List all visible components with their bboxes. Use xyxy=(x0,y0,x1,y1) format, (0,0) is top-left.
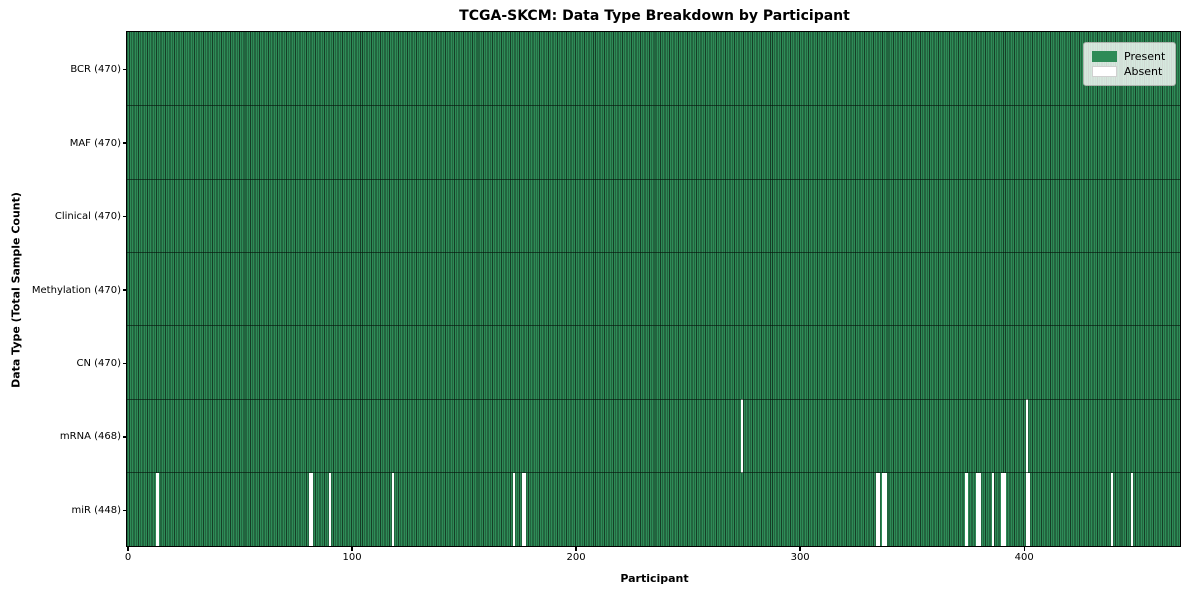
y-tick-label-CN: CN (470) xyxy=(76,357,121,369)
heatmap-row-miR xyxy=(127,472,1181,547)
absent-stripe xyxy=(310,472,314,547)
x-tick-mark xyxy=(575,547,577,551)
absent-stripe xyxy=(877,472,881,547)
absent-stripe xyxy=(992,472,995,547)
absent-stripe xyxy=(328,472,332,547)
x-tick-mark xyxy=(799,547,801,551)
row-separator xyxy=(127,325,1181,327)
x-tick-mark xyxy=(351,547,353,551)
y-tick-mark xyxy=(123,436,127,438)
y-tick-mark xyxy=(123,289,127,291)
y-tick-mark xyxy=(123,509,127,511)
heatmap-row-MAF xyxy=(127,105,1181,180)
heatmap-row-BCR xyxy=(127,32,1181,106)
x-tick-mark xyxy=(1023,547,1025,551)
y-tick-label-mRNA: mRNA (468) xyxy=(59,431,121,443)
y-tick-mark xyxy=(123,362,127,365)
legend: Present Absent xyxy=(1083,42,1176,86)
absent-stripe xyxy=(521,472,524,547)
absent-stripe xyxy=(391,472,394,547)
x-tick-label-200: 200 xyxy=(566,552,586,563)
heatmap-row-Clinical xyxy=(127,179,1181,253)
x-tick-mark xyxy=(127,547,129,551)
legend-label-present: Present xyxy=(1124,50,1166,63)
absent-stripe xyxy=(1025,472,1028,547)
y-tick-label-Methylation: Methylation (470) xyxy=(31,284,121,296)
x-tick-label-400: 400 xyxy=(1014,552,1034,563)
absent-stripe xyxy=(884,472,887,547)
absent-stripe xyxy=(1110,472,1114,547)
row-separator xyxy=(127,251,1181,253)
y-tick-mark xyxy=(123,69,127,71)
y-tick-label-Clinical: Clinical (470) xyxy=(54,211,121,223)
y-tick-label-MAF: MAF (470) xyxy=(69,137,121,149)
x-tick-label-0: 0 xyxy=(124,552,132,563)
legend-swatch-absent-icon xyxy=(1092,66,1117,77)
y-tick-mark xyxy=(123,215,127,218)
chart-title: TCGA-SKCM: Data Type Breakdown by Partic… xyxy=(459,8,850,24)
row-separator xyxy=(127,178,1181,180)
absent-stripe xyxy=(308,472,312,547)
absent-stripe xyxy=(1003,472,1006,547)
legend-item-absent: Absent xyxy=(1092,64,1167,79)
y-tick-label-BCR: BCR (470) xyxy=(70,64,121,76)
heatmap-row-CN xyxy=(127,325,1181,400)
legend-item-present: Present xyxy=(1092,49,1167,64)
absent-stripe xyxy=(976,472,979,547)
absent-stripe xyxy=(523,472,527,547)
absent-stripe xyxy=(882,472,885,547)
row-separator xyxy=(127,398,1181,400)
absent-stripe xyxy=(965,472,968,547)
heatmap-row-Methylation xyxy=(127,252,1181,326)
heatmap-row-mRNA xyxy=(127,399,1181,473)
absent-stripe xyxy=(1025,399,1028,473)
absent-stripe xyxy=(1000,472,1004,547)
legend-label-absent: Absent xyxy=(1124,65,1163,78)
y-tick-label-miR: miR (448) xyxy=(71,504,121,516)
row-separator xyxy=(127,472,1181,474)
absent-stripe xyxy=(741,399,744,473)
x-axis-label: Participant xyxy=(620,572,689,585)
absent-stripe xyxy=(1027,472,1031,547)
absent-stripe xyxy=(156,472,159,547)
x-tick-label-300: 300 xyxy=(790,552,810,563)
y-tick-mark xyxy=(123,142,127,144)
absent-stripe xyxy=(512,472,515,547)
legend-swatch-present-icon xyxy=(1092,51,1117,62)
absent-stripe xyxy=(1130,472,1134,547)
absent-stripe xyxy=(875,472,878,547)
plot-area xyxy=(126,31,1182,548)
x-tick-label-100: 100 xyxy=(342,552,362,563)
row-separator xyxy=(127,105,1181,107)
absent-stripe xyxy=(978,472,981,547)
